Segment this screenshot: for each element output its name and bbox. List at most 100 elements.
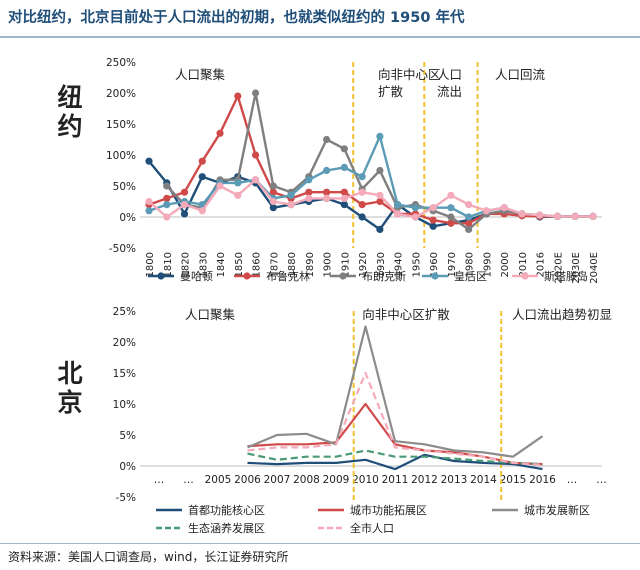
x-tick-label: …	[567, 474, 578, 486]
y-tick-label: 15%	[113, 368, 136, 380]
y-tick-label: -5%	[116, 492, 136, 504]
series-point-4	[429, 204, 437, 212]
series-point-0	[429, 222, 437, 230]
legend-label: 生态涵养发展区	[188, 521, 265, 535]
series-point-2	[447, 213, 455, 221]
y-tick-label: 0%	[119, 461, 136, 473]
series-point-2	[465, 225, 473, 233]
nyc-side-label: 纽约	[54, 84, 83, 142]
y-tick-label: -50%	[109, 243, 136, 255]
series-point-2	[340, 145, 348, 153]
legend-marker	[157, 272, 165, 280]
x-tick-label: 2000	[500, 252, 511, 277]
phase-label: 向非中心区扩散	[362, 307, 450, 322]
series-point-2	[323, 135, 331, 144]
series-point-0	[340, 201, 348, 209]
y-tick-label: 50%	[113, 181, 136, 193]
series-point-3	[465, 213, 473, 221]
legend-marker	[521, 272, 529, 280]
x-tick-label: 1920	[358, 252, 369, 277]
series-point-4	[305, 194, 313, 202]
x-tick-label: 1900	[323, 252, 334, 277]
x-tick-label: 2005	[205, 474, 232, 486]
series-point-1	[234, 92, 242, 100]
series-point-2	[163, 182, 171, 190]
y-tick-label: 150%	[106, 119, 136, 131]
x-tick-label: 1870	[269, 252, 280, 277]
phase-label: 人口回流	[495, 67, 546, 82]
page-title: 对比纽约，北京目前处于人口流出的初期，也就类似纽约的 1950 年代	[8, 10, 465, 26]
x-tick-label: 2016	[536, 252, 547, 277]
series-line-3	[148, 135, 593, 219]
series-line-3	[247, 449, 543, 466]
series-point-3	[394, 201, 402, 209]
series-line-2	[247, 325, 544, 458]
x-tick-label: 2009	[323, 474, 350, 486]
series-point-0	[180, 210, 189, 218]
series-point-4	[589, 212, 597, 220]
series-point-4	[411, 213, 419, 221]
legend-marker	[243, 272, 251, 280]
x-tick-label: 1910	[340, 252, 351, 277]
y-tick-label: 100%	[106, 150, 136, 162]
x-tick-label: 2012	[411, 474, 438, 486]
series-point-3	[145, 207, 153, 215]
series-point-3	[305, 176, 313, 184]
x-tick-label: 2016	[529, 474, 556, 486]
legend-label: 全市人口	[350, 521, 394, 535]
series-point-4	[500, 204, 508, 212]
x-tick-label: 2007	[264, 474, 291, 486]
x-tick-label: 1860	[252, 252, 263, 277]
series-point-2	[251, 89, 260, 97]
series-point-4	[145, 197, 153, 206]
series-point-3	[163, 201, 171, 209]
x-tick-label: 2006	[234, 474, 261, 486]
series-point-1	[163, 194, 171, 202]
series-point-1	[198, 157, 206, 165]
x-tick-label: 2014	[470, 474, 497, 486]
legend-label: 布朗克斯	[362, 270, 406, 283]
series-point-3	[358, 173, 366, 181]
x-tick-label: 1880	[287, 252, 298, 277]
series-line-4	[247, 371, 543, 466]
series-point-0	[376, 225, 384, 233]
series-point-0	[198, 173, 206, 181]
series-point-4	[163, 213, 171, 221]
beijing-side-label: 北京	[54, 360, 83, 418]
x-tick-label: 2008	[293, 474, 320, 486]
series-line-1	[148, 94, 593, 225]
series-point-1	[376, 197, 384, 206]
series-point-1	[180, 188, 189, 196]
x-tick-label: …	[183, 474, 194, 486]
x-tick-label: 1800	[145, 252, 156, 277]
legend-label: 城市发展新区	[524, 503, 590, 517]
series-point-4	[251, 176, 260, 184]
y-tick-label: 250%	[106, 57, 136, 69]
x-tick-label: 2010	[518, 252, 529, 277]
x-tick-label: 1960	[429, 252, 440, 277]
series-point-4	[571, 212, 579, 220]
series-point-3	[287, 191, 295, 199]
legend-label: 皇后区	[454, 269, 487, 283]
x-tick-label: 1820	[181, 252, 192, 277]
series-point-4	[216, 182, 224, 190]
series-point-2	[269, 182, 277, 190]
x-tick-label: 1980	[465, 252, 476, 277]
series-line-0	[247, 453, 543, 471]
y-tick-label: 0%	[119, 212, 136, 224]
x-tick-label: …	[596, 474, 607, 486]
y-tick-label: 200%	[106, 88, 136, 100]
series-point-4	[269, 197, 277, 206]
x-tick-label: 1810	[163, 252, 174, 277]
series-point-3	[340, 163, 348, 171]
x-tick-label: 2011	[382, 474, 409, 486]
series-point-4	[323, 194, 331, 202]
x-tick-label: 2040E	[589, 252, 600, 284]
series-point-1	[340, 188, 348, 196]
series-point-4	[536, 211, 544, 219]
y-tick-label: 10%	[113, 399, 136, 411]
x-tick-label: 2020E	[553, 252, 564, 284]
series-point-1	[305, 188, 313, 196]
phase-label: 人口聚集	[185, 307, 236, 322]
